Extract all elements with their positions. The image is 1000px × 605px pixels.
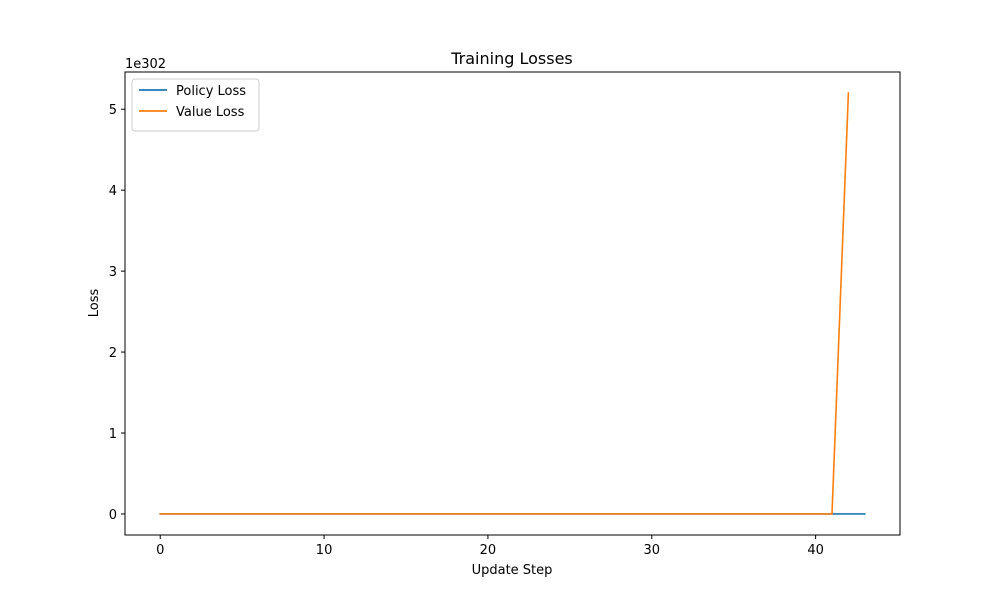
y-tick-label: 0 [109, 508, 117, 523]
legend: Policy Loss Value Loss [131, 78, 260, 132]
y-axis: 0 1 2 3 4 5 [109, 103, 125, 523]
y-tick-label: 1 [109, 427, 117, 442]
y-tick-label: 5 [109, 103, 117, 118]
x-axis-label: Update Step [472, 563, 553, 578]
x-tick-label: 10 [316, 543, 333, 558]
y-axis-offset-label: 1e302 [125, 57, 166, 72]
series-line-2 [159, 92, 850, 515]
series-layer [159, 92, 866, 515]
x-tick-label: 20 [480, 543, 497, 558]
x-tick-label: 0 [156, 543, 164, 558]
y-tick-label: 2 [109, 346, 117, 361]
y-tick-label: 3 [109, 265, 117, 280]
legend-box [131, 78, 260, 132]
legend-label-2: Value Loss [176, 105, 245, 120]
plot-area-frame [124, 71, 901, 536]
y-axis-label: Loss [87, 289, 102, 318]
x-tick-label: 30 [643, 543, 660, 558]
x-tick-label: 40 [807, 543, 824, 558]
y-tick-label: 4 [109, 184, 117, 199]
legend-label-1: Policy Loss [176, 84, 246, 99]
x-axis: 0 10 20 30 40 [156, 535, 824, 558]
chart-title: Training Losses [450, 49, 573, 68]
